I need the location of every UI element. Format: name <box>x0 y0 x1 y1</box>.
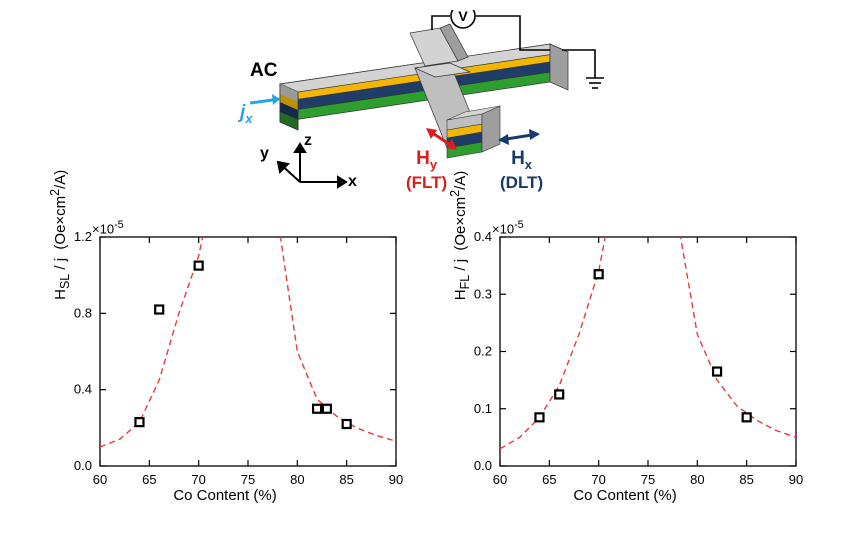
svg-text:80: 80 <box>690 472 704 487</box>
svg-text:0.8: 0.8 <box>74 305 92 320</box>
axes <box>278 144 346 187</box>
svg-text:0.4: 0.4 <box>74 382 92 397</box>
hx-arrow <box>498 129 540 145</box>
svg-text:90: 90 <box>389 472 403 487</box>
svg-text:70: 70 <box>191 472 205 487</box>
svg-text:0.0: 0.0 <box>474 458 492 473</box>
svg-text:90: 90 <box>789 472 803 487</box>
svg-text:65: 65 <box>142 472 156 487</box>
svg-text:60: 60 <box>493 472 507 487</box>
hy-label: Hy (FLT) <box>406 148 447 194</box>
chart-hfl-xlabel: Co Content (%) <box>573 487 676 504</box>
chart-hfl-ylabel: HFL / j (Oe×cm2/A) <box>448 171 472 301</box>
svg-text:0.2: 0.2 <box>474 344 492 359</box>
svg-text:0.1: 0.1 <box>474 401 492 416</box>
svg-text:85: 85 <box>339 472 353 487</box>
svg-text:75: 75 <box>641 472 655 487</box>
axis-y-label: y <box>260 145 269 163</box>
chart-hfl-exp: ×10-5 <box>492 219 524 236</box>
svg-text:65: 65 <box>542 472 556 487</box>
chart-hsl-xlabel: Co Content (%) <box>173 487 276 504</box>
svg-text:0.4: 0.4 <box>474 229 492 244</box>
chart-hsl: ×10-5 606570758085900.00.40.81.2 HSL / j… <box>40 215 410 510</box>
chart-hfl-svg: 60 65 70 75 80 85 90 0.0 0.1 0.2 0.3 0.4 <box>440 215 810 510</box>
svg-text:1.2: 1.2 <box>74 229 92 244</box>
voltmeter-label: V <box>458 10 468 24</box>
hx-label: Hx (DLT) <box>500 148 543 194</box>
voltmeter: V <box>451 10 475 28</box>
svg-text:80: 80 <box>290 472 304 487</box>
jx-arrow <box>250 94 280 105</box>
svg-text:60: 60 <box>93 472 107 487</box>
svg-text:0.3: 0.3 <box>474 286 492 301</box>
chart-hsl-ylabel: HSL / j (Oe×cm2/A) <box>48 170 72 300</box>
chart-hfl: ×10-5 606570758085900.00.10.20.30.4 HFL … <box>440 215 810 510</box>
svg-text:75: 75 <box>241 472 255 487</box>
svg-text:85: 85 <box>739 472 753 487</box>
svg-text:0.0: 0.0 <box>74 458 92 473</box>
svg-text:70: 70 <box>591 472 605 487</box>
jx-label: jx <box>240 102 253 126</box>
chart-hsl-exp: ×10-5 <box>92 219 124 236</box>
axis-z-label: z <box>304 132 312 150</box>
ac-label: AC <box>250 60 277 82</box>
device-diagram: V A <box>220 10 640 210</box>
axis-x-label: x <box>348 173 357 191</box>
chart-hsl-svg: 60 65 70 75 80 85 90 0.0 0.4 0.8 1.2 <box>40 215 410 510</box>
